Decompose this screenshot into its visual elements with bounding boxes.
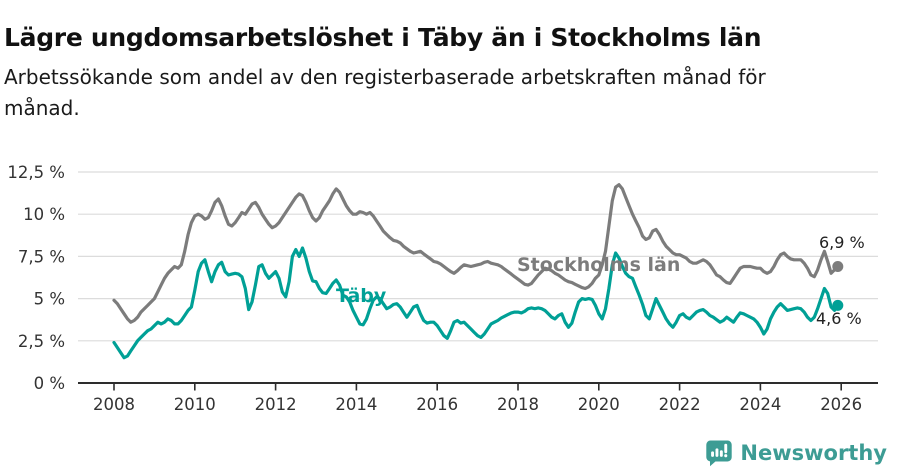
y-tick-label: 10 % <box>23 205 65 224</box>
x-tick-label: 2010 <box>174 395 216 414</box>
page-subtitle: Arbetssökande som andel av den registerb… <box>4 62 766 124</box>
y-tick-label: 12,5 % <box>7 163 65 182</box>
subtitle-line-2: månad. <box>4 96 80 120</box>
x-tick-label: 2024 <box>739 395 781 414</box>
end-value-label-stockholms-lan: 6,9 % <box>819 233 865 252</box>
series-line-stockholms-l-n <box>112 183 840 324</box>
y-axis-tick-labels: 0 % 2,5 % 5 % 7,5 % 10 % 12,5 % <box>7 163 65 393</box>
series-label-taby: Täby <box>336 285 387 307</box>
series-end-dot-stockholms-l-n <box>832 261 844 272</box>
x-tick-label: 2012 <box>255 395 297 414</box>
brand-name: Newsworthy <box>740 441 887 465</box>
newsworthy-bar-chart-speech-bubble-icon <box>706 440 733 467</box>
series-label-stockholms-lan: Stockholms län <box>517 254 681 276</box>
x-tick-label: 2020 <box>578 395 620 414</box>
y-tick-label: 2,5 % <box>18 332 65 351</box>
end-value-label-taby: 4,6 % <box>816 309 862 328</box>
y-tick-label: 0 % <box>34 374 65 393</box>
x-tick-label: 2018 <box>497 395 539 414</box>
newsworthy-logo: Newsworthy <box>705 439 887 467</box>
y-tick-label: 7,5 % <box>18 247 65 266</box>
y-tick-label: 5 % <box>34 290 65 309</box>
x-tick-label: 2026 <box>820 395 862 414</box>
subtitle-line-1: Arbetssökande som andel av den registerb… <box>4 65 766 89</box>
series-end-dot-t-by <box>832 299 844 311</box>
x-axis: 2008 2010 2012 2014 2016 2018 2020 2022 2024 2026 <box>93 383 862 414</box>
x-tick-label: 2016 <box>416 395 458 414</box>
x-tick-label: 2014 <box>335 395 377 414</box>
page-title: Lägre ungdomsarbetslöshet i Täby än i St… <box>4 22 762 52</box>
series-line-t-by <box>112 246 840 360</box>
x-tick-label: 2008 <box>93 395 135 414</box>
x-tick-label: 2022 <box>659 395 701 414</box>
